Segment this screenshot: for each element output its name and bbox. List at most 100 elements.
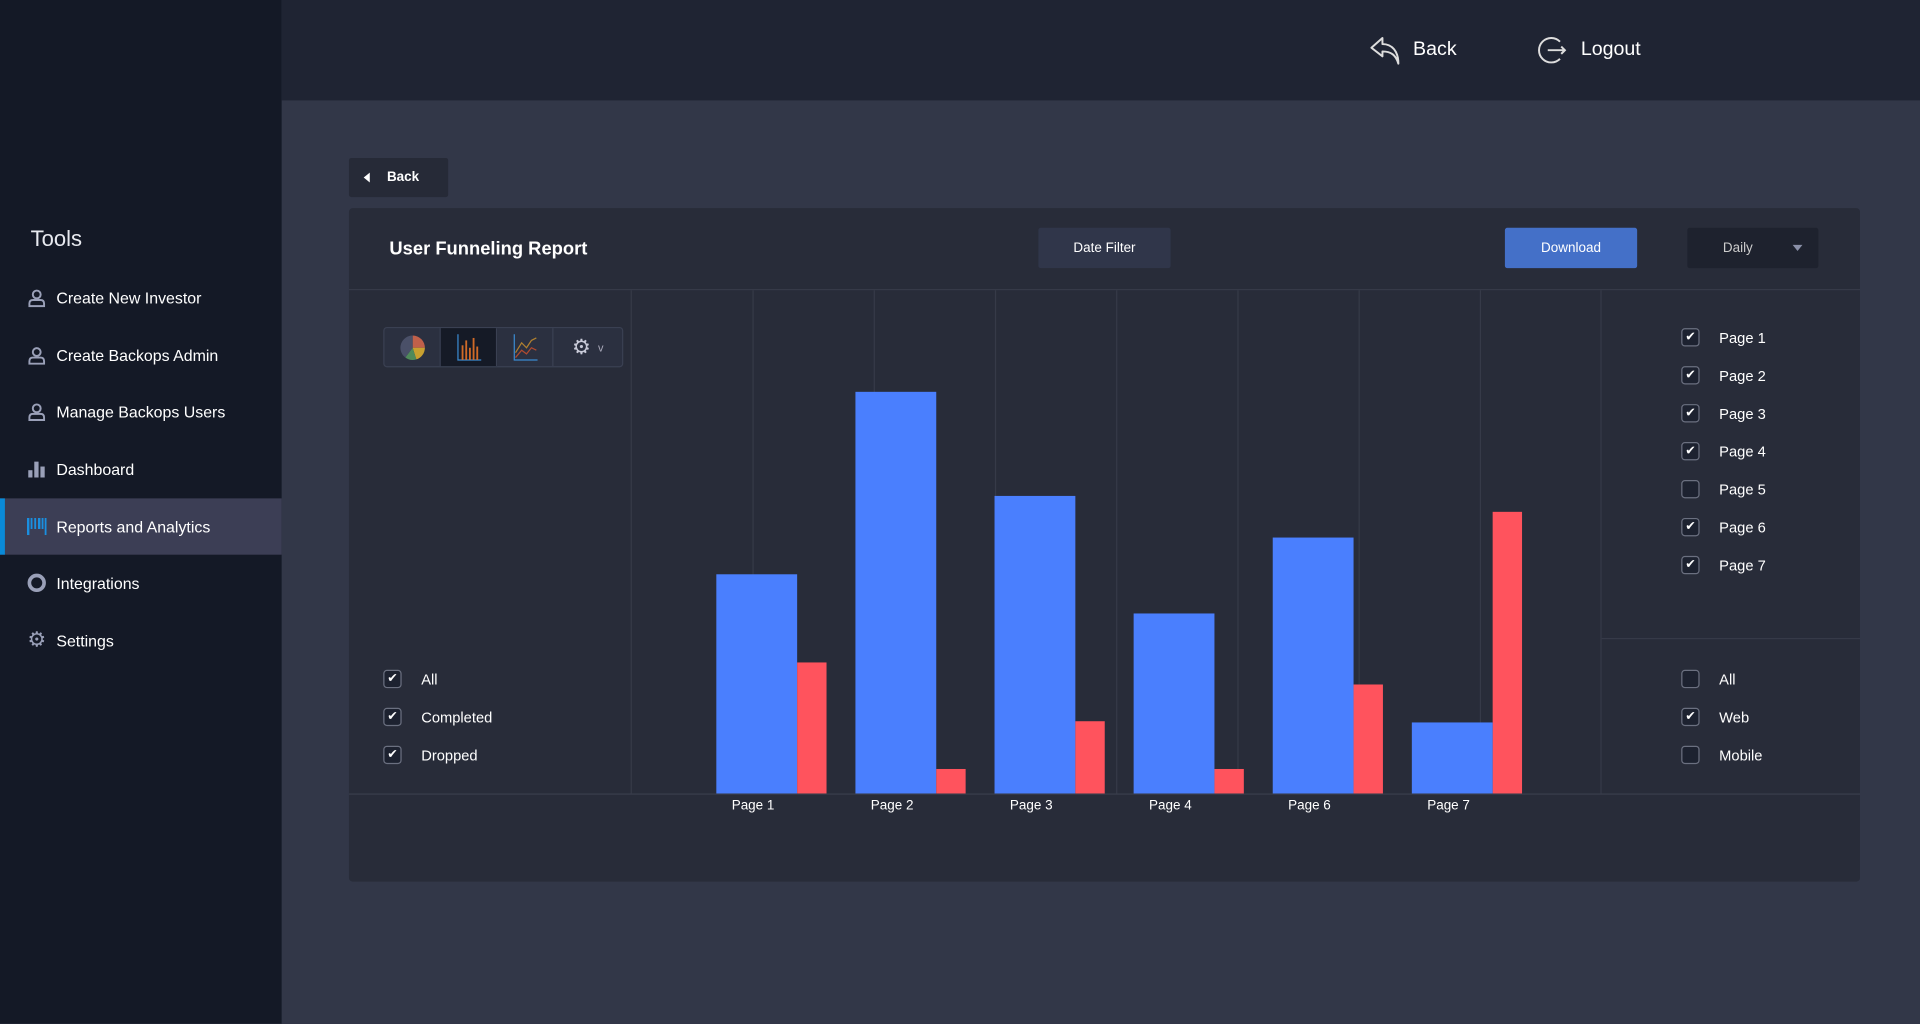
- checkbox[interactable]: [1681, 669, 1700, 689]
- back-button-label: Back: [386, 170, 420, 185]
- bar-dropped-page-7[interactable]: [1492, 511, 1523, 794]
- status-filter-all[interactable]: ✔ All: [383, 669, 438, 689]
- reply-arrow-icon: [1370, 36, 1400, 65]
- check-icon: ✔: [1685, 444, 1696, 458]
- checkbox-label: Page 4: [1719, 442, 1766, 460]
- funnel-bar-chart: [716, 290, 1523, 794]
- checkbox[interactable]: [1681, 480, 1700, 499]
- divider: [1600, 290, 1602, 794]
- checkbox[interactable]: ✔: [1681, 328, 1700, 347]
- sidebar-item-label: Integrations: [56, 573, 140, 593]
- date-filter-button[interactable]: Date Filter: [1038, 227, 1171, 269]
- report-card: User Funneling Report Date Filter Downlo…: [348, 208, 1861, 882]
- chart-baseline: [348, 793, 1861, 795]
- page-filter-page-5[interactable]: Page 5: [1681, 480, 1766, 499]
- status-filter-completed[interactable]: ✔ Completed: [383, 707, 493, 727]
- barcode-icon: [26, 516, 48, 538]
- line-chart-icon: [513, 333, 537, 361]
- chevron-down-icon: [1792, 244, 1803, 252]
- platform-filter-web[interactable]: ✔ Web: [1681, 707, 1749, 727]
- divider: [1601, 637, 1861, 640]
- page-filter-page-2[interactable]: ✔ Page 2: [1681, 366, 1766, 385]
- line-chart-button[interactable]: [497, 328, 554, 367]
- platform-filter-mobile[interactable]: Mobile: [1681, 745, 1762, 765]
- gear-icon: ⚙: [27, 628, 47, 652]
- bar-dropped-page-6[interactable]: [1353, 684, 1383, 794]
- status-filter-dropped[interactable]: ✔ Dropped: [383, 745, 478, 765]
- sidebar-item-label: Settings: [56, 631, 114, 650]
- sidebar-item-label: Manage Backops Users: [56, 402, 226, 421]
- divider: [630, 290, 632, 794]
- bar-dropped-page-3[interactable]: [1075, 721, 1105, 794]
- user-icon: [26, 287, 48, 309]
- check-icon: ✔: [1685, 710, 1696, 724]
- check-icon: ✔: [387, 672, 398, 686]
- page-filter-page-3[interactable]: ✔ Page 3: [1681, 404, 1766, 423]
- user-icon: [26, 344, 48, 366]
- checkbox[interactable]: ✔: [383, 745, 402, 765]
- page-filter-page-4[interactable]: ✔ Page 4: [1681, 442, 1766, 461]
- lifebuoy-icon: [26, 572, 48, 594]
- pie-chart-button[interactable]: [384, 328, 441, 367]
- download-button[interactable]: Download: [1504, 227, 1638, 269]
- checkbox[interactable]: ✔: [1681, 366, 1700, 385]
- back-button[interactable]: Back: [348, 157, 449, 198]
- chart-type-toolbar: ⚙ v: [383, 326, 624, 368]
- check-icon: ✔: [1685, 558, 1696, 572]
- sidebar-item-dashboard[interactable]: Dashboard: [0, 441, 282, 497]
- checkbox[interactable]: [1681, 745, 1700, 765]
- checkbox-label: Completed: [421, 708, 493, 726]
- page-filter-page-6[interactable]: ✔ Page 6: [1681, 517, 1766, 537]
- x-tick-label: Page 4: [1149, 798, 1192, 814]
- check-icon: ✔: [1685, 406, 1696, 421]
- checkbox-label: Page 1: [1719, 328, 1766, 346]
- sidebar-item-manage-backops-users[interactable]: Manage Backops Users: [0, 383, 282, 439]
- bar-completed-page-2[interactable]: [855, 391, 937, 794]
- user-icon: [26, 400, 48, 422]
- check-icon: ✔: [1685, 330, 1696, 345]
- page-filter-page-1[interactable]: ✔ Page 1: [1681, 328, 1766, 347]
- bar-completed-page-7[interactable]: [1411, 722, 1493, 794]
- bar-completed-page-4[interactable]: [1133, 613, 1215, 794]
- bar-chart-icon: [26, 458, 48, 480]
- sidebar-item-integrations[interactable]: Integrations: [0, 555, 282, 611]
- top-back-button[interactable]: Back: [1369, 34, 1457, 66]
- checkbox[interactable]: ✔: [1681, 442, 1700, 461]
- gear-icon: ⚙: [571, 334, 591, 359]
- bar-chart-button[interactable]: [440, 328, 498, 367]
- check-icon: ✔: [1685, 520, 1696, 534]
- bar-completed-page-6[interactable]: [1272, 537, 1354, 794]
- bar-dropped-page-1[interactable]: [797, 662, 827, 794]
- bar-dropped-page-4[interactable]: [1214, 768, 1244, 794]
- checkbox[interactable]: ✔: [1681, 517, 1700, 537]
- checkbox[interactable]: ✔: [1681, 555, 1700, 575]
- check-icon: ✔: [387, 710, 398, 724]
- checkbox-label: All: [1719, 670, 1736, 688]
- x-tick-label: Page 2: [870, 798, 914, 814]
- x-tick-label: Page 7: [1427, 798, 1470, 814]
- divider: [348, 288, 1861, 291]
- sidebar-item-reports-and-analytics[interactable]: Reports and Analytics: [0, 498, 282, 555]
- sidebar-item-create-backops-admin[interactable]: Create Backops Admin: [0, 327, 282, 383]
- checkbox[interactable]: ✔: [1681, 707, 1700, 727]
- logout-label: Logout: [1580, 39, 1641, 61]
- logout-button[interactable]: Logout: [1537, 34, 1641, 66]
- checkbox-label: Page 2: [1719, 366, 1766, 384]
- checkbox[interactable]: ✔: [1681, 404, 1700, 423]
- checkbox[interactable]: ✔: [383, 669, 402, 689]
- checkbox-label: Page 3: [1719, 404, 1766, 422]
- sidebar-item-create-new-investor[interactable]: Create New Investor: [0, 269, 282, 325]
- sidebar-item-label: Reports and Analytics: [56, 517, 211, 536]
- checkbox-label: Page 5: [1719, 480, 1766, 498]
- sidebar-item-label: Create New Investor: [56, 288, 202, 307]
- checkbox[interactable]: ✔: [383, 707, 402, 727]
- bar-completed-page-3[interactable]: [994, 495, 1076, 794]
- bar-completed-page-1[interactable]: [716, 574, 798, 794]
- bar-dropped-page-2[interactable]: [936, 768, 966, 794]
- sidebar-item-label: Create Backops Admin: [56, 345, 219, 365]
- platform-filter-all[interactable]: All: [1681, 669, 1736, 689]
- page-filter-page-7[interactable]: ✔ Page 7: [1681, 555, 1766, 575]
- period-select[interactable]: Daily: [1687, 227, 1819, 269]
- chart-settings-button[interactable]: ⚙ v: [553, 328, 622, 366]
- sidebar-item-settings[interactable]: ⚙ Settings: [0, 612, 282, 668]
